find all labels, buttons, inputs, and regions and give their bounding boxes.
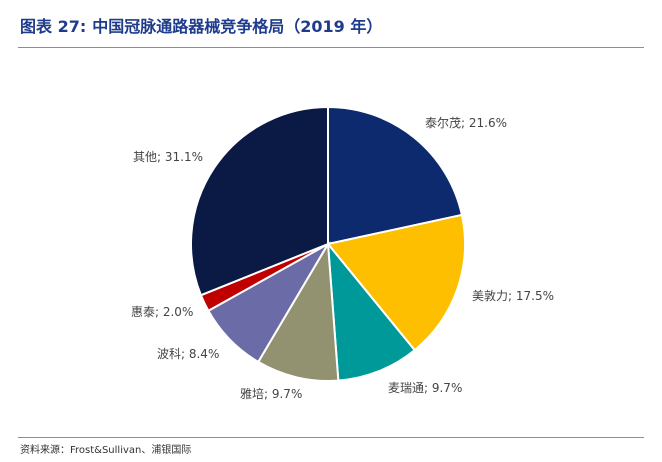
title-bar: 图表 27: 中国冠脉通路器械竞争格局（2019 年） — [20, 10, 382, 40]
slice-labels: 泰尔茂; 21.6% 美敦力; 17.5% 麦瑞通; 9.7% 雅培; 9.7% 波科;… — [131, 115, 554, 401]
slice-label-3: 麦瑞通; 9.7% — [388, 381, 462, 395]
slice-label-4: 雅培; 9.7% — [240, 386, 302, 401]
slice-label-5: 波科; 8.4% — [157, 347, 219, 361]
pie-slice-2 — [326, 213, 466, 352]
bottom-divider — [18, 437, 644, 438]
slice-label-2: 美敦力; 17.5% — [472, 288, 554, 303]
slice-label-1: 泰尔茂; 21.6% — [425, 115, 507, 130]
slice-label-6: 惠泰; 2.0% — [131, 305, 193, 319]
top-divider — [18, 47, 644, 48]
pie-slice-4 — [256, 240, 340, 382]
slice-label-7: 其他; 31.1% — [133, 150, 203, 164]
pie-slice-1 — [327, 105, 464, 246]
pie-slice-3 — [326, 240, 417, 382]
pie-slices — [190, 105, 466, 382]
pie-slice-7 — [190, 105, 329, 297]
figure-label: 图表 27: — [20, 17, 87, 36]
source-note: 资料来源：Frost&Sullivan、浦银国际 — [20, 445, 192, 456]
chart-title: 中国冠脉通路器械竞争格局（2019 年） — [92, 17, 383, 36]
